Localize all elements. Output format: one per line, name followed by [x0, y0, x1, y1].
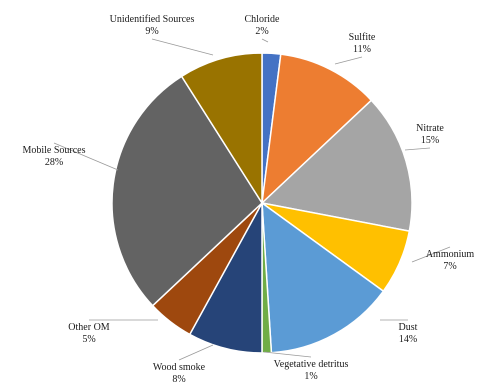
slice-labels: Chloride 2% Sulfite 11% Nitrate 15% Ammonium 7%…	[22, 14, 474, 385]
leader-line	[151, 38, 214, 56]
leader-line	[263, 351, 312, 358]
slice-category-label: Vegetative detritus	[274, 359, 349, 370]
slice-label: Sulfite 11%	[349, 32, 376, 55]
slice-value-label: 5%	[82, 334, 95, 345]
leader-line	[411, 246, 451, 263]
slice-category-label: Ammonium	[426, 249, 475, 260]
slice-category-label: Dust	[399, 322, 418, 333]
slice-category-label: Chloride	[245, 14, 281, 25]
slice-label: Nitrate 15%	[416, 123, 444, 146]
leader-line	[261, 38, 269, 43]
slice-category-label: Other OM	[68, 322, 109, 333]
slice-category-label: Nitrate	[416, 123, 444, 134]
pie-slice-sulfite	[260, 53, 373, 205]
slice-label: Chloride 2%	[245, 14, 281, 37]
slice-label: Mobile Sources 28%	[22, 145, 85, 168]
slice-value-label: 14%	[399, 334, 417, 345]
slice-value-label: 1%	[304, 371, 317, 382]
slice-category-label: Unidentified Sources	[110, 14, 195, 25]
slice-label: Wood smoke 8%	[153, 362, 206, 385]
slice-category-label: Mobile Sources	[22, 145, 85, 156]
slice-label: Ammonium 7%	[426, 249, 475, 272]
slice-value-label: 15%	[421, 135, 439, 146]
slice-label: Vegetative detritus 1%	[274, 359, 349, 382]
slice-label: Unidentified Sources 9%	[110, 14, 195, 37]
pie-slice-mobile-sources	[111, 75, 263, 307]
slice-value-label: 11%	[353, 44, 371, 55]
leader-lines	[53, 38, 451, 361]
leader-line	[334, 56, 363, 65]
pie-slice-dust	[261, 201, 385, 354]
slice-value-label: 8%	[172, 374, 185, 385]
slice-category-label: Wood smoke	[153, 362, 206, 373]
leader-line	[53, 142, 119, 171]
slice-label: Dust 14%	[399, 322, 418, 345]
slice-label: Other OM 5%	[68, 322, 109, 345]
pie-slices	[111, 52, 413, 354]
slice-value-label: 2%	[255, 26, 268, 37]
slice-value-label: 7%	[443, 261, 456, 272]
slice-value-label: 9%	[145, 26, 158, 37]
pie-slice-unidentified-sources	[180, 52, 263, 206]
leader-line	[404, 147, 431, 151]
leader-line	[178, 344, 214, 361]
slice-category-label: Sulfite	[349, 32, 376, 43]
pie-slice-nitrate	[260, 99, 413, 232]
slice-value-label: 28%	[45, 157, 63, 168]
